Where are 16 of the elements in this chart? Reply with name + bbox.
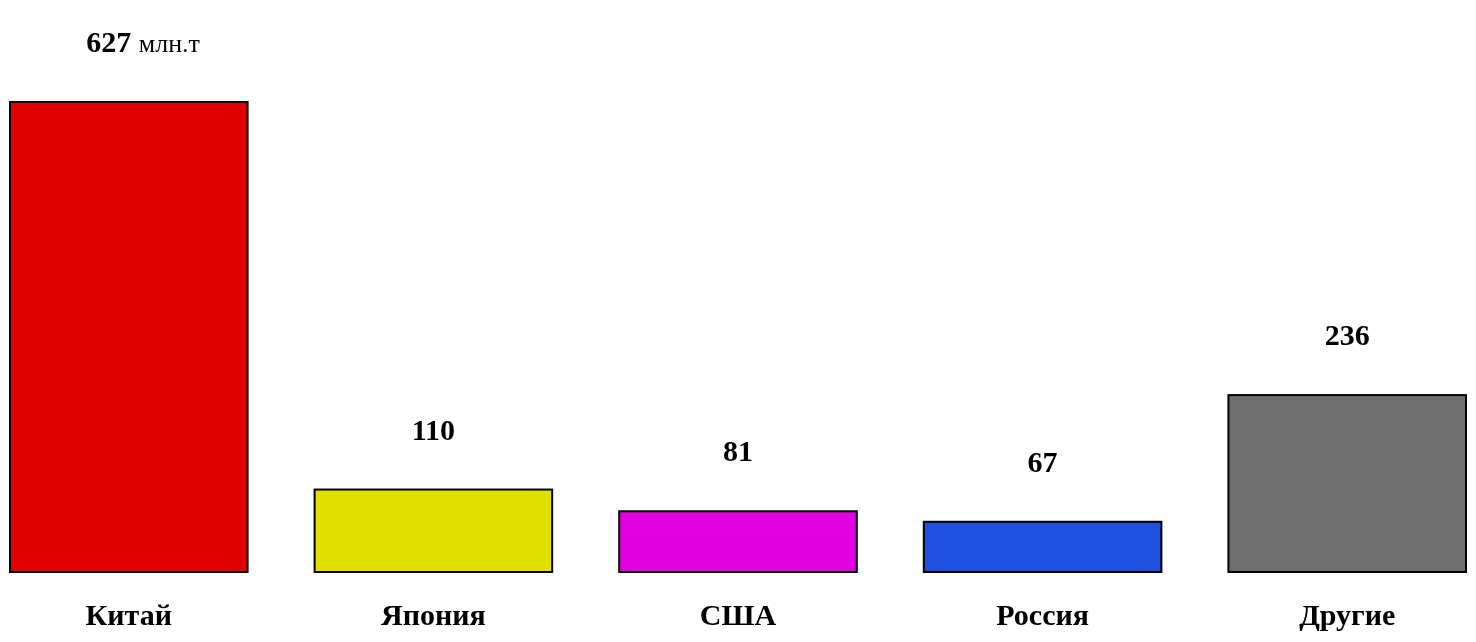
data-label: 236 — [1324, 318, 1370, 352]
data-label: 110 — [411, 412, 456, 446]
data-label: 81 — [723, 434, 753, 468]
bar — [618, 510, 858, 573]
bar — [922, 520, 1163, 573]
text: млн.т — [138, 29, 201, 58]
data-label: 627 — [86, 25, 132, 58]
x-tick-label: Китай — [85, 598, 173, 631]
x-tick-label: Россия — [996, 598, 1089, 631]
bar — [1227, 394, 1467, 573]
x-tick-label: США — [699, 598, 777, 631]
bar — [9, 101, 249, 573]
x-tick-label: Другие — [1299, 598, 1396, 631]
bar — [313, 488, 554, 573]
x-tick-label: Япония — [381, 598, 486, 631]
data-label: 67 — [1027, 444, 1058, 478]
